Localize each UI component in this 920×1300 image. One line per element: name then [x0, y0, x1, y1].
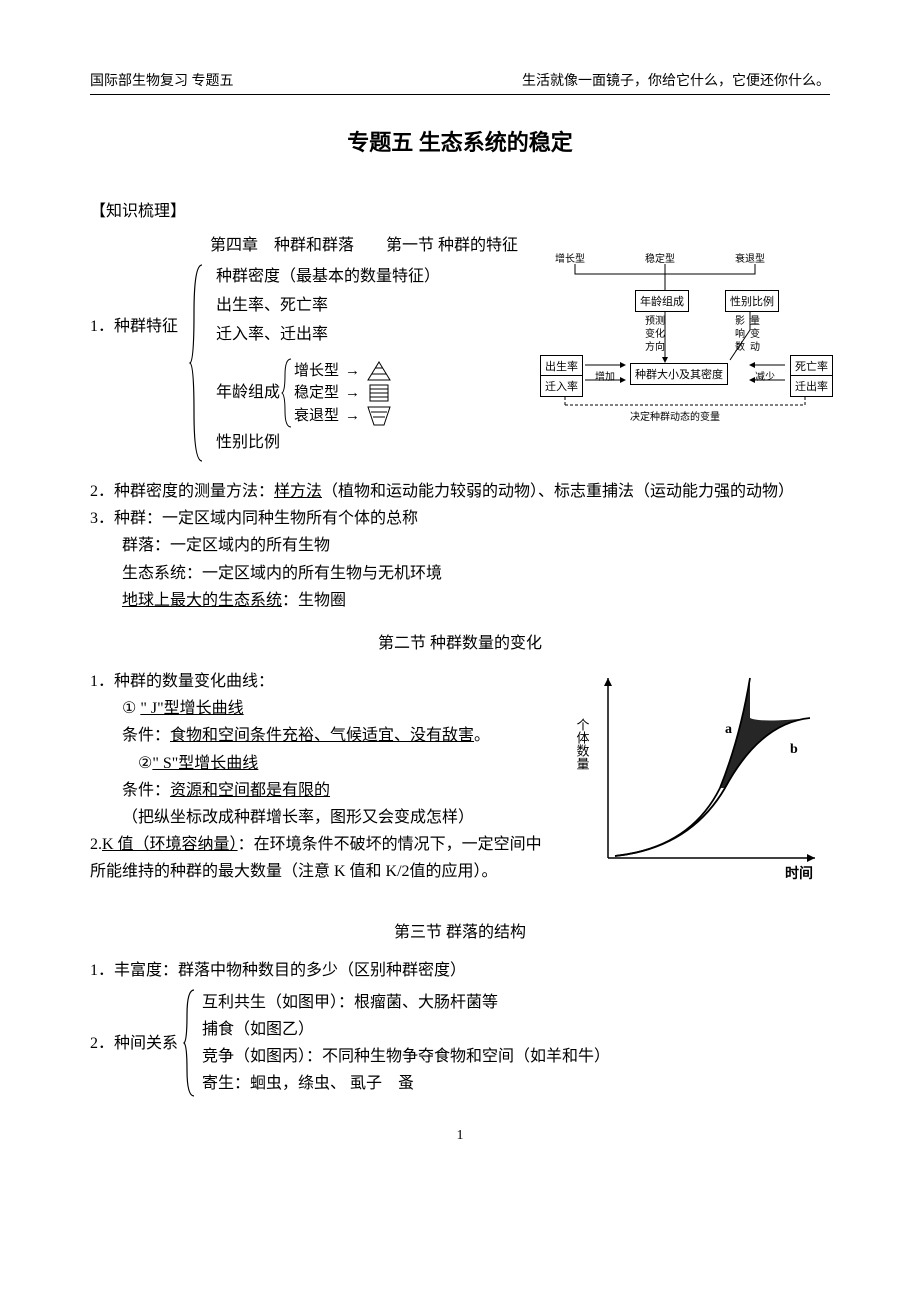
s3-p1: 1．丰富度：群落中物种数目的多少（区别种群密度）	[90, 957, 830, 984]
curve-s-cond-l: 条件：	[122, 782, 170, 799]
knowledge-heading: 【知识梳理】	[90, 197, 830, 221]
pyramid-decline-icon	[366, 405, 392, 427]
chart-a: a	[725, 722, 732, 737]
p2-rest: （植物和运动能力较弱的动物）、标志重捕法（运动能力强的动物）	[322, 483, 794, 500]
cm-emig: 迁出率	[790, 375, 833, 397]
curve-j-cond-l: 条件：	[122, 727, 170, 744]
age-label: 年龄组成	[216, 379, 280, 408]
cm-inc: 增加	[595, 368, 615, 383]
p3-l1: 3．种群：一定区域内同种生物所有个体的总称	[90, 505, 830, 532]
cm-note-dong: 动	[750, 338, 760, 353]
section2-heading: 第二节 种群数量的变化	[90, 629, 830, 653]
rel-parasitism: 寄生：蛔虫，绦虫、 虱子 蚤	[202, 1070, 610, 1097]
cm-birth: 出生率	[540, 355, 583, 377]
curve-j-cond-e: 。	[474, 727, 490, 744]
p2-label: 2．种群密度的测量方法：	[90, 483, 274, 500]
p3-l4a: 地球上最大的生态系统	[122, 592, 282, 609]
curve-j: " J"型增长曲线	[140, 700, 243, 717]
concept-map: 增长型 稳定型 衰退型 年龄组成 性别比例 预测 变化 方向 影 响 数 量 变…	[535, 250, 835, 450]
chart-ylabel: 个体数量	[575, 718, 590, 770]
cm-age: 年龄组成	[635, 290, 689, 312]
arrow-icon: →	[345, 405, 360, 428]
p3-l2: 群落：一定区域内的所有生物	[90, 532, 830, 559]
header-left: 国际部生物复习 专题五	[90, 70, 234, 90]
curve-j-cond: 食物和空间条件充裕、气候适宜、没有敌害	[170, 727, 474, 744]
feature-label: 1．种群特征	[90, 313, 178, 340]
page-title: 专题五 生态系统的稳定	[90, 125, 830, 157]
cm-immig: 迁入率	[540, 375, 583, 397]
feature-migration: 迁入率、迁出率	[216, 321, 440, 350]
brace-icon	[182, 988, 198, 1098]
k-underline: K 值（环境容纳量）	[102, 836, 238, 853]
curve-s-cond: 资源和空间都是有限的	[170, 782, 330, 799]
feature-density: 种群密度（最基本的数量特征）	[216, 263, 440, 292]
rel-mutualism: 互利共生（如图甲）：根瘤菌、大肠杆菌等	[202, 989, 610, 1016]
feature-birth-death: 出生率、死亡率	[216, 292, 440, 321]
arrow-icon: →	[345, 382, 360, 405]
cm-note-num: 数	[735, 338, 745, 353]
section3-heading: 第三节 群落的结构	[90, 918, 830, 942]
age-decline: 衰退型	[294, 405, 339, 428]
age-stable: 稳定型	[294, 382, 339, 405]
cm-center: 种群大小及其密度	[630, 363, 728, 385]
pyramid-growth-icon	[366, 360, 392, 382]
curve-j-num: ①	[122, 700, 140, 717]
cm-bottom: 决定种群动态的变量	[630, 408, 720, 423]
header-right: 生活就像一面镜子，你给它什么，它便还你什么。	[522, 70, 830, 90]
arrow-icon: →	[345, 360, 360, 383]
page-number: 1	[90, 1128, 830, 1144]
age-growth: 增长型	[294, 360, 339, 383]
cm-death: 死亡率	[790, 355, 833, 377]
p3-l3: 生态系统：一定区域内的所有生物与无机环境	[90, 560, 830, 587]
cm-dec: 减少	[755, 368, 775, 383]
cm-sex: 性别比例	[725, 290, 779, 312]
cm-note-dir: 方向	[645, 338, 665, 353]
k-label: 2.	[90, 836, 102, 853]
pyramid-stable-icon	[366, 382, 392, 404]
rel-competition: 竞争（如图丙）：不同种生物争夺食物和空间（如羊和牛）	[202, 1043, 610, 1070]
chart-b: b	[790, 742, 798, 757]
rel-predation: 捕食（如图乙）	[202, 1016, 610, 1043]
p2-method: 样方法	[274, 483, 322, 500]
curve-s: " S"型增长曲线	[152, 755, 258, 772]
feature-sex-ratio: 性别比例	[216, 429, 440, 458]
growth-curve-chart: 个体数量 a b 时间	[570, 668, 830, 893]
p3-l4b: ：生物圈	[282, 592, 346, 609]
chart-xlabel: 时间	[785, 865, 813, 882]
brace-icon	[188, 263, 206, 463]
s3-p2-label: 2．种间关系	[90, 1030, 178, 1057]
curve-s-num: ②	[138, 755, 152, 772]
brace-small-icon	[280, 357, 294, 429]
